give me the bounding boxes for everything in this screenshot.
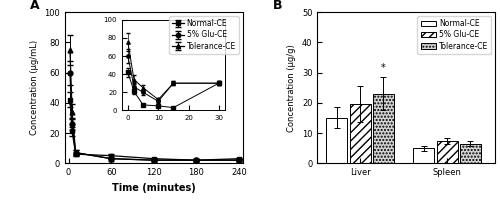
Text: A: A: [30, 0, 39, 12]
Bar: [413, 148, 434, 163]
Bar: [373, 94, 394, 163]
Bar: [460, 144, 481, 163]
Bar: [326, 118, 347, 163]
Y-axis label: Concentration (μg/mL): Concentration (μg/mL): [30, 40, 39, 135]
Text: *: *: [381, 63, 386, 73]
Y-axis label: Concentration (μg/g): Concentration (μg/g): [288, 44, 296, 132]
X-axis label: Time (minutes): Time (minutes): [112, 183, 196, 193]
Legend: Normal-CE, 5% Glu-CE, Tolerance-CE: Normal-CE, 5% Glu-CE, Tolerance-CE: [418, 16, 491, 54]
Bar: [436, 141, 458, 163]
Bar: [350, 104, 370, 163]
Legend: Normal-CE, 5% Glu-CE, Tolerance-CE: Normal-CE, 5% Glu-CE, Tolerance-CE: [169, 16, 239, 54]
Text: B: B: [273, 0, 282, 12]
